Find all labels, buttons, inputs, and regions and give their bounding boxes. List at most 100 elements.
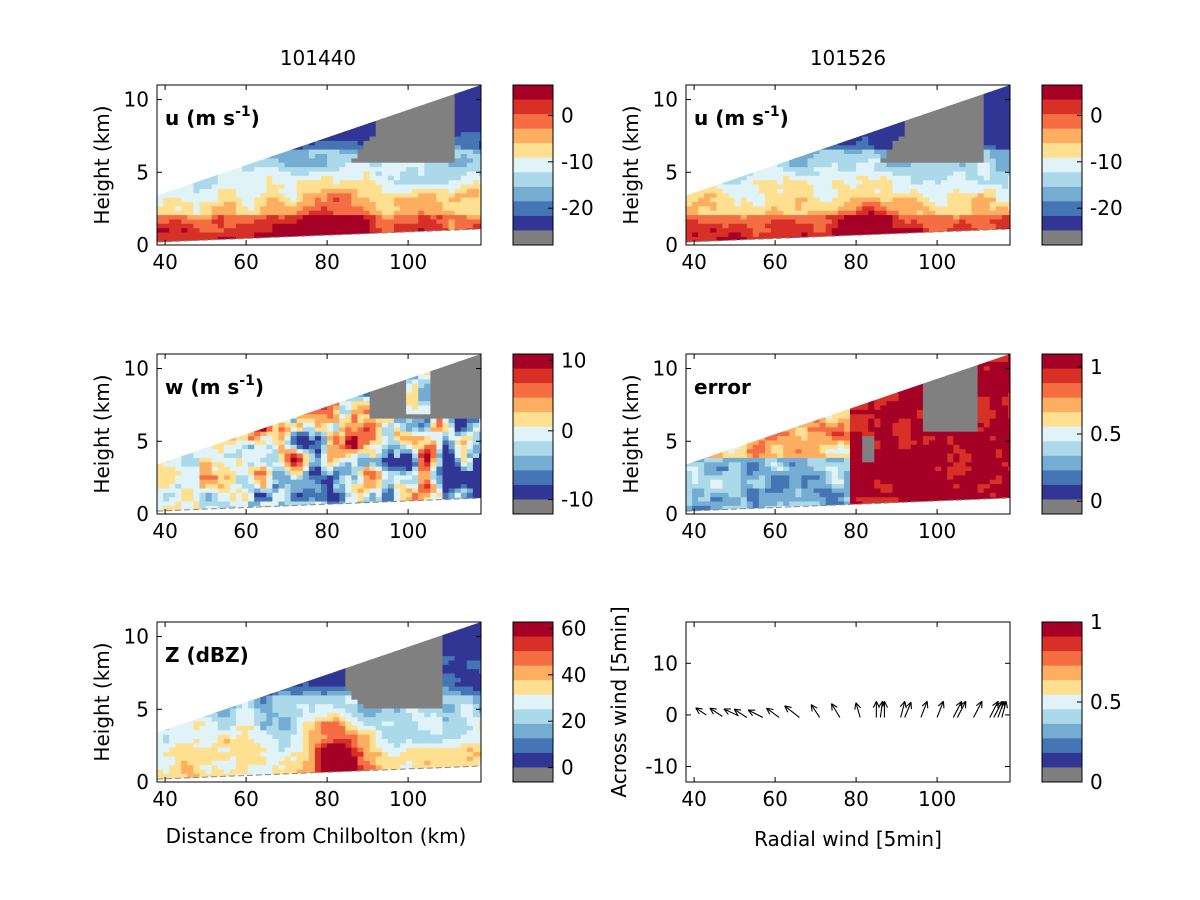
heatmap-cell xyxy=(442,149,450,154)
heatmap-cell xyxy=(850,109,857,115)
heatmap-cell xyxy=(393,92,401,98)
heatmap-cell xyxy=(254,479,261,485)
heatmap-cell xyxy=(977,192,985,198)
heatmap-cell xyxy=(971,135,979,141)
heatmap-cell xyxy=(308,231,316,237)
heatmap-cell xyxy=(929,122,936,128)
heatmap-cell xyxy=(236,205,243,211)
heatmap-cell xyxy=(205,461,213,467)
heatmap-cell xyxy=(436,101,444,106)
heatmap-cell xyxy=(333,144,340,150)
heatmap-cell xyxy=(862,105,869,111)
heatmap-cell xyxy=(460,162,468,168)
heatmap-cell xyxy=(448,157,456,163)
heatmap-cell xyxy=(254,197,261,202)
heatmap-cell xyxy=(400,166,407,172)
heatmap-cell xyxy=(746,210,754,216)
heatmap-cell xyxy=(369,157,377,163)
heatmap-cell xyxy=(856,87,863,93)
heatmap-cell xyxy=(959,188,967,194)
heatmap-cell xyxy=(296,122,304,128)
heatmap-cell xyxy=(290,426,298,432)
heatmap-cell xyxy=(272,218,280,224)
heatmap-cell xyxy=(357,175,365,181)
heatmap-cell xyxy=(418,131,425,137)
heatmap-cell xyxy=(406,183,413,189)
heatmap-cell xyxy=(971,183,979,189)
heatmap-cell xyxy=(807,96,815,102)
heatmap-cell xyxy=(260,127,267,133)
heatmap-cell xyxy=(205,149,213,154)
heatmap-cell xyxy=(807,144,815,150)
heatmap-cell xyxy=(831,179,839,185)
heatmap-cell xyxy=(430,114,438,120)
heatmap-cell xyxy=(801,149,809,154)
heatmap-cell xyxy=(947,183,954,189)
heatmap-cell xyxy=(223,157,231,163)
heatmap-cell xyxy=(187,409,195,415)
heatmap-cell xyxy=(862,210,869,216)
heatmap-cell xyxy=(217,92,225,98)
heatmap-cell xyxy=(825,223,833,229)
heatmap-cell xyxy=(211,236,219,242)
heatmap-cell xyxy=(187,166,195,172)
heatmap-cell xyxy=(479,101,481,106)
heatmap-cell xyxy=(381,144,389,150)
heatmap-cell xyxy=(862,127,869,133)
heatmap-cell xyxy=(454,85,462,89)
heatmap-cell xyxy=(266,483,274,489)
heatmap-cell xyxy=(819,197,827,202)
heatmap-cell xyxy=(935,96,942,102)
heatmap-cell xyxy=(959,144,967,150)
heatmap-cell xyxy=(807,162,815,168)
heatmap-cell xyxy=(692,149,699,154)
heatmap-cell xyxy=(929,197,936,202)
heatmap-cell xyxy=(351,109,359,115)
heatmap-cell xyxy=(825,92,833,98)
heatmap-cell xyxy=(989,223,997,229)
heatmap-cell xyxy=(284,474,292,480)
heatmap-cell xyxy=(175,188,182,194)
heatmap-cell xyxy=(910,101,918,106)
heatmap-cell xyxy=(314,109,322,115)
heatmap-cell xyxy=(199,413,207,419)
heatmap-cell xyxy=(837,140,845,146)
heatmap-cell xyxy=(242,422,249,428)
heatmap-cell xyxy=(916,122,924,128)
heatmap-cell xyxy=(922,127,930,133)
heatmap-cell xyxy=(977,223,985,229)
heatmap-cell xyxy=(302,105,310,111)
heatmap-cell xyxy=(314,179,322,185)
heatmap-cell xyxy=(466,96,474,102)
heatmap-cell xyxy=(424,140,431,146)
heatmap-cell xyxy=(825,197,833,202)
heatmap-cell xyxy=(369,122,377,128)
heatmap-cell xyxy=(393,162,401,168)
heatmap-cell xyxy=(296,435,304,441)
heatmap-cell xyxy=(789,183,796,189)
heatmap-cell xyxy=(989,192,997,198)
heatmap-cell xyxy=(874,122,881,128)
heatmap-cell xyxy=(460,214,468,220)
heatmap-cell xyxy=(971,214,979,220)
heatmap-cell xyxy=(223,505,231,511)
heatmap-cell xyxy=(825,162,833,168)
heatmap-cell xyxy=(989,210,997,216)
heatmap-cell xyxy=(296,354,304,358)
heatmap-cell xyxy=(193,487,201,493)
heatmap-cell xyxy=(266,466,274,471)
heatmap-cell xyxy=(418,205,425,211)
heatmap-cell xyxy=(302,197,310,202)
heatmap-cell xyxy=(442,127,450,133)
heatmap-cell xyxy=(898,214,906,220)
heatmap-cell xyxy=(807,175,815,181)
heatmap-cell xyxy=(254,85,261,89)
heatmap-cell xyxy=(327,118,334,124)
heatmap-cell xyxy=(454,188,462,194)
heatmap-cell xyxy=(466,166,474,172)
heatmap-cell xyxy=(1001,127,1009,133)
heatmap-cell xyxy=(284,231,292,237)
heatmap-cell xyxy=(387,192,395,198)
heatmap-cell xyxy=(302,435,310,441)
heatmap-cell xyxy=(904,92,912,98)
